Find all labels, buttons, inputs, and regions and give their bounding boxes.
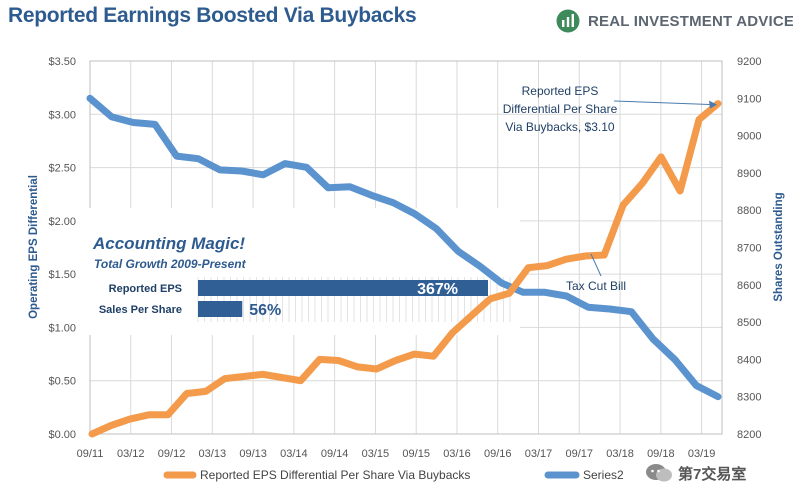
legend-label-series2: Series2 — [583, 468, 624, 482]
right-tick-label: 9100 — [737, 93, 761, 105]
right-tick-label: 9200 — [737, 56, 761, 68]
watermark: 第7交易室 — [645, 462, 746, 484]
left-axis: $0.00 $0.50 $1.00 $1.50 $2.00 $2.50 $3.00 $3.50 — [48, 56, 76, 441]
x-tick-label: 03/12 — [117, 448, 145, 460]
left-tick-label: $2.00 — [48, 216, 76, 228]
arrow-head-icon — [709, 100, 717, 109]
x-tick-label: 03/13 — [199, 448, 227, 460]
right-tick-label: 8700 — [737, 243, 761, 255]
right-tick-label: 8600 — [737, 280, 761, 292]
right-tick-label: 8200 — [737, 429, 761, 441]
legend-label-eps: Reported EPS Differential Per Share Via … — [200, 468, 470, 482]
legend: Reported EPS Differential Per Share Via … — [163, 468, 624, 482]
x-axis: 09/11 03/12 09/12 03/13 09/13 03/14 09/14 03/15… — [77, 448, 716, 460]
chat-bubble-icon — [646, 464, 672, 482]
left-tick-label: $1.00 — [48, 322, 76, 334]
x-tick-label: 09/16 — [484, 448, 512, 460]
inset-bar-value: 367% — [417, 281, 458, 298]
left-axis-title: Operating EPS Differential — [28, 175, 40, 319]
left-tick-label: $2.50 — [48, 163, 76, 175]
x-tick-label: 03/19 — [688, 448, 716, 460]
x-tick-label: 09/13 — [239, 448, 267, 460]
left-tick-label: $0.00 — [48, 429, 76, 441]
eps-annotation-line: Via Buybacks, $3.10 — [505, 120, 615, 134]
right-tick-label: 8900 — [737, 168, 761, 180]
x-tick-label: 09/11 — [77, 448, 104, 460]
x-tick-label: 03/14 — [280, 448, 308, 460]
brand-name: REAL INVESTMENT ADVICE — [588, 12, 793, 30]
right-tick-label: 8300 — [737, 392, 761, 404]
x-tick-label: 09/12 — [158, 448, 186, 460]
inset-bar-label: Sales Per Share — [99, 304, 182, 316]
watermark-text: 第7交易室 — [678, 465, 747, 483]
x-tick-label: 09/18 — [647, 448, 675, 460]
series2-line — [86, 94, 722, 401]
chart-logo-icon — [556, 9, 580, 33]
eps-annotation-line: Reported EPS — [522, 84, 599, 98]
tax-cut-annotation: Tax Cut Bill — [566, 279, 626, 293]
annotation-arrow — [613, 100, 714, 106]
x-tick-label: 03/17 — [525, 448, 553, 460]
inset-bar-value: 56% — [249, 302, 281, 319]
inset-background — [86, 208, 520, 335]
annotations: Reported EPS Differential Per Share Via Bu… — [503, 84, 717, 293]
x-tick-label: 03/15 — [362, 448, 390, 460]
right-axis: 8200 8300 8400 8500 8600 8700 8800 8900 9000 9100… — [737, 56, 761, 441]
x-tick-label: 09/17 — [566, 448, 594, 460]
right-tick-label: 8800 — [737, 205, 761, 217]
inset-bar — [198, 280, 488, 296]
x-tick-label: 03/16 — [443, 448, 471, 460]
inset-panel: Accounting Magic! Total Growth 2009-Prese… — [86, 208, 520, 335]
right-axis-title: Shares Outstanding — [773, 192, 785, 301]
chart-title: Reported Earnings Boosted Via Buybacks — [8, 4, 417, 27]
x-tick-label: 09/15 — [402, 448, 430, 460]
inset-title: Accounting Magic! — [92, 234, 245, 253]
brand-header: REAL INVESTMENT ADVICE — [556, 8, 793, 34]
right-tick-label: 8400 — [737, 354, 761, 366]
series-group — [86, 94, 722, 438]
right-tick-label: 9000 — [737, 131, 761, 143]
eps-differential-line — [88, 100, 722, 438]
left-tick-label: $3.00 — [48, 109, 76, 121]
left-tick-label: $3.50 — [48, 56, 76, 68]
inset-bar-label: Reported EPS — [109, 283, 182, 295]
inset-bar — [198, 301, 243, 317]
x-tick-label: 09/14 — [321, 448, 349, 460]
x-tick-label: 03/18 — [606, 448, 634, 460]
eps-annotation-line: Differential Per Share — [503, 102, 618, 116]
inset-subtitle: Total Growth 2009-Present — [94, 257, 247, 271]
left-tick-label: $0.50 — [48, 376, 76, 388]
tax-cut-pointer — [590, 253, 602, 277]
left-tick-label: $1.50 — [48, 269, 76, 281]
right-tick-label: 8500 — [737, 317, 761, 329]
